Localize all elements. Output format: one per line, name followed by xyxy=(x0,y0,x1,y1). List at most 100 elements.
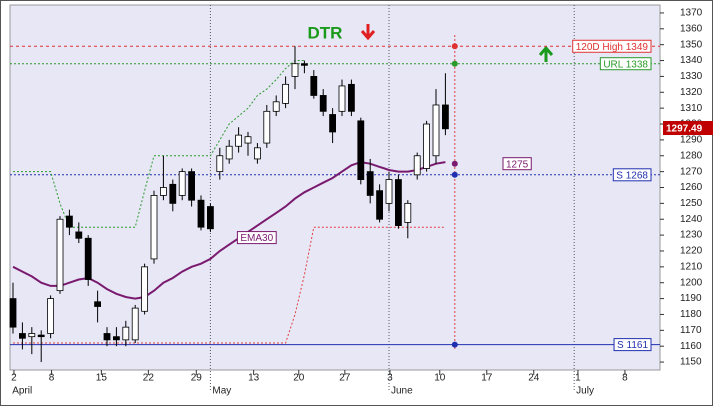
candle-body xyxy=(169,183,177,204)
candle-body xyxy=(225,145,233,160)
level-label-box xyxy=(612,168,652,182)
x-tick-label: 2 xyxy=(11,373,17,384)
candle-body xyxy=(84,237,92,280)
candle-body xyxy=(207,206,214,230)
candle-body xyxy=(272,101,280,112)
y-tick-label: 1330 xyxy=(680,71,703,82)
annotation: DTR xyxy=(308,23,343,42)
month-label: July xyxy=(576,386,594,397)
candle-body xyxy=(310,76,318,96)
x-tick-label: 8 xyxy=(622,373,628,384)
series-label: EMA30 xyxy=(240,233,273,244)
last-price-box xyxy=(663,121,713,136)
series-label-box xyxy=(236,231,277,245)
y-tick-label: 1350 xyxy=(680,39,703,50)
y-tick-label: 1360 xyxy=(680,23,703,34)
y-tick-label: 1190 xyxy=(680,293,702,304)
x-tick-label: 13 xyxy=(248,373,260,384)
candle-body xyxy=(216,155,224,173)
candle-body xyxy=(94,301,102,307)
level-marker xyxy=(451,60,458,67)
month-label: June xyxy=(391,386,413,397)
y-tick-label: 1210 xyxy=(680,261,703,272)
level-label-box xyxy=(613,338,652,352)
y-tick-label: 1230 xyxy=(680,230,703,241)
candle-body xyxy=(319,95,327,112)
level-label: 120D High 1349 xyxy=(576,42,649,53)
x-tick-label: 3 xyxy=(387,373,393,384)
candle-body xyxy=(254,147,261,160)
y-tick-label: 1170 xyxy=(680,325,702,336)
candle-body xyxy=(263,110,271,144)
end-label-box xyxy=(502,157,532,171)
line-series xyxy=(13,226,446,344)
candle-body xyxy=(348,83,355,112)
candle-body xyxy=(357,120,365,180)
candle-body xyxy=(113,336,120,341)
candle-body xyxy=(37,334,45,338)
candle-body xyxy=(442,104,449,130)
x-tick-label: 22 xyxy=(143,373,155,384)
level-label-box xyxy=(599,57,652,71)
level-label: S 1268 xyxy=(616,170,648,181)
y-tick-label: 1320 xyxy=(680,87,703,98)
candle-body xyxy=(376,190,384,220)
y-tick-label: 1150 xyxy=(680,357,702,368)
y-tick-label: 1220 xyxy=(680,246,703,257)
x-tick-label: 15 xyxy=(96,373,108,384)
candle-body xyxy=(75,231,83,239)
candle-body xyxy=(47,298,55,334)
month-label: April xyxy=(12,386,32,397)
candle-body xyxy=(9,298,17,328)
candle-body xyxy=(188,171,196,201)
y-tick-label: 1200 xyxy=(680,277,703,288)
end-label: 1275 xyxy=(506,159,529,170)
x-tick-label: 1 xyxy=(575,373,581,384)
candle-body xyxy=(395,179,402,226)
line-series xyxy=(13,60,305,228)
y-tick-label: 1340 xyxy=(680,55,703,66)
y-tick-label: 1280 xyxy=(680,150,703,161)
x-tick-label: 20 xyxy=(293,373,305,384)
candle-body xyxy=(122,326,130,341)
candle-body xyxy=(178,171,186,196)
y-tick-label: 1270 xyxy=(680,166,703,177)
x-tick-label: 24 xyxy=(528,373,540,384)
candle-body xyxy=(423,123,431,169)
y-tick-label: 1160 xyxy=(680,341,702,352)
month-label: May xyxy=(212,386,231,397)
level-marker xyxy=(451,341,458,348)
end-marker xyxy=(451,160,458,167)
x-tick-label: 8 xyxy=(49,373,55,384)
y-tick-label: 1180 xyxy=(680,309,702,320)
candle-body xyxy=(28,333,36,338)
candle-body xyxy=(413,155,421,176)
candle-body xyxy=(197,199,205,228)
candle-body xyxy=(66,215,73,228)
down-arrow xyxy=(360,24,376,41)
up-arrow xyxy=(538,45,554,62)
last-price-label: 1297.49 xyxy=(666,124,703,135)
y-tick-label: 1290 xyxy=(680,135,703,146)
x-tick-label: 17 xyxy=(481,373,493,384)
candle-body xyxy=(366,171,374,196)
candle-body xyxy=(19,333,26,339)
candle-body xyxy=(131,307,139,341)
candle-body xyxy=(141,266,149,312)
x-tick-label: 10 xyxy=(434,373,446,384)
candle-body xyxy=(150,195,158,260)
level-marker xyxy=(451,43,458,50)
candle-body xyxy=(160,187,167,196)
candle-body xyxy=(235,134,243,147)
candle-body xyxy=(329,114,337,133)
candle-body xyxy=(244,136,252,144)
candle-body xyxy=(338,85,346,112)
candle-body xyxy=(56,218,64,292)
plot-layer: 1150116011701180119012001210122012301240… xyxy=(9,5,713,397)
candle-body xyxy=(385,179,393,204)
candle-body xyxy=(291,63,299,77)
y-tick-label: 1250 xyxy=(680,198,703,209)
candle-body xyxy=(301,63,308,66)
x-tick-label: 27 xyxy=(339,373,351,384)
y-tick-label: 1370 xyxy=(680,8,703,19)
